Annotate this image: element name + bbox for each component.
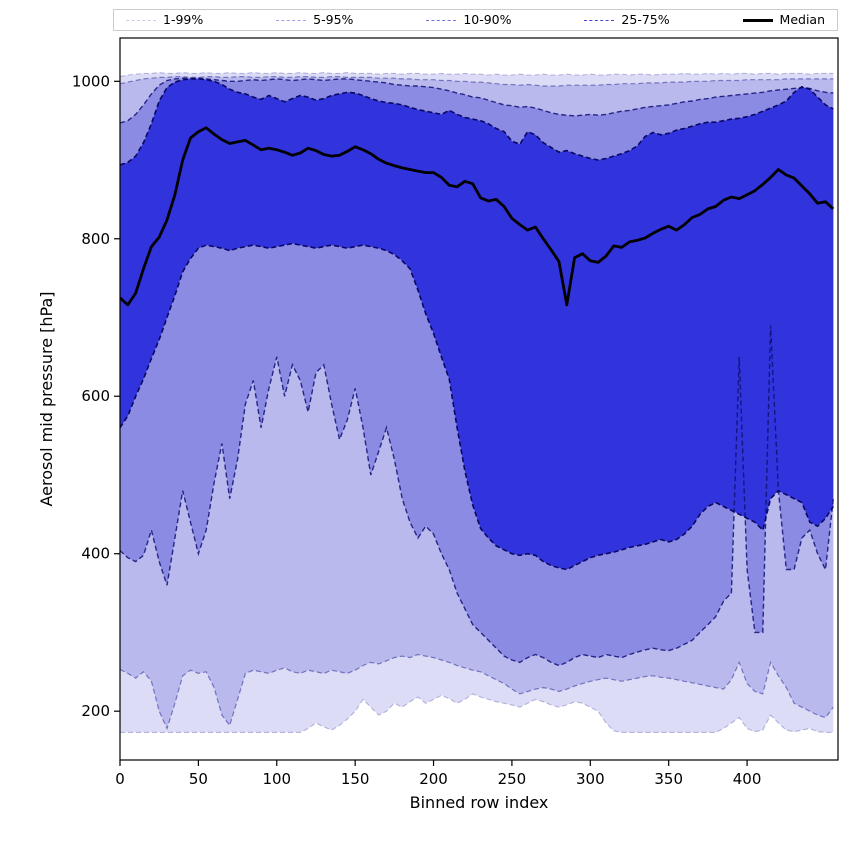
y-tick-label: 400 bbox=[81, 545, 110, 563]
dashed-line-sample-icon bbox=[276, 19, 307, 21]
legend-label: 10-90% bbox=[463, 11, 512, 27]
x-tick-label: 250 bbox=[498, 770, 527, 788]
x-tick-label: 50 bbox=[189, 770, 208, 788]
y-tick-label: 600 bbox=[81, 387, 110, 405]
x-axis: 0 50 100 150 200 250 300 350 400 bbox=[115, 760, 761, 788]
dashed-line-sample-icon bbox=[126, 19, 156, 21]
legend-label: Median bbox=[779, 11, 825, 27]
legend-label: 25-75% bbox=[621, 11, 670, 27]
x-tick-label: 200 bbox=[419, 770, 448, 788]
legend-item-median: Median bbox=[742, 11, 825, 27]
x-tick-label: 400 bbox=[733, 770, 762, 788]
legend: 1-99% 5-95% 10-90% 25-75% Median bbox=[113, 9, 838, 31]
dashed-line-sample-icon bbox=[584, 19, 615, 21]
x-tick-label: 300 bbox=[576, 770, 605, 788]
y-axis: 200 400 600 800 1000 bbox=[72, 72, 120, 720]
legend-label: 1-99% bbox=[163, 11, 204, 27]
y-tick-label: 1000 bbox=[72, 72, 110, 90]
x-tick-label: 100 bbox=[262, 770, 291, 788]
plot-frame bbox=[119, 37, 839, 761]
y-tick-label: 200 bbox=[81, 702, 110, 720]
median-line bbox=[120, 126, 835, 307]
legend-item-5-95-: 5-95% bbox=[276, 11, 354, 27]
x-tick-label: 150 bbox=[341, 770, 370, 788]
legend-item-1-99-: 1-99% bbox=[126, 11, 204, 27]
x-tick-label: 0 bbox=[115, 770, 125, 788]
x-axis-label: Binned row index bbox=[410, 793, 549, 812]
dashed-line-sample-icon bbox=[426, 19, 457, 21]
y-axis-label: Aerosol mid pressure [hPa] bbox=[37, 291, 56, 506]
median-line-sample-icon bbox=[742, 18, 773, 22]
band-fills bbox=[120, 72, 835, 733]
legend-item-10-90-: 10-90% bbox=[426, 11, 512, 27]
y-tick-label: 800 bbox=[81, 230, 110, 248]
legend-item-25-75-: 25-75% bbox=[584, 11, 670, 27]
x-tick-label: 350 bbox=[654, 770, 683, 788]
legend-label: 5-95% bbox=[313, 11, 354, 27]
